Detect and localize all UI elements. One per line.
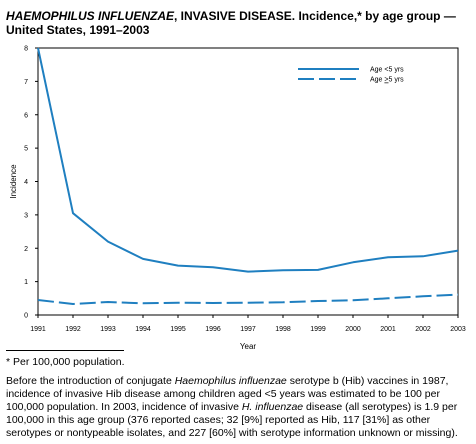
note-italic-2: H. influenzae: [241, 401, 304, 413]
x-tick-label: 2001: [380, 326, 396, 333]
x-axis-label: Year: [240, 342, 257, 351]
line-chart: 0 1 2 3 4 5 6 7 8 1991 1992 1993 1994 1995 1996 1997 199…: [9, 46, 466, 352]
series-line-2: [37, 293, 459, 305]
x-tick-label: 2000: [345, 326, 361, 333]
footnote: * Per 100,000 population.: [6, 356, 125, 368]
y-tick-label: 0: [24, 313, 28, 320]
chart-title: HAEMOPHILUS INFLUENZAE, INVASIVE DISEASE…: [6, 9, 470, 37]
y-tick-label: 4: [24, 179, 28, 186]
plot-frame: [37, 47, 459, 316]
y-tick-label: 6: [24, 112, 28, 119]
x-tick-label: 1992: [65, 326, 81, 333]
note-text-2: serotype b (Hib) vaccines in 1987, incid…: [6, 375, 449, 413]
y-tick-label: 1: [24, 279, 28, 286]
chart-title-italic: HAEMOPHILUS INFLUENZAE: [6, 9, 174, 23]
x-tick-label: 1999: [310, 326, 326, 333]
x-tick-label: 1997: [240, 326, 256, 333]
note-text-3: disease (all serotypes) is 1.9 per 100,0…: [6, 401, 458, 439]
y-tick-label: 7: [24, 79, 28, 86]
footnote-divider: [6, 350, 124, 351]
x-tick-label: 2003: [450, 326, 466, 333]
legend-label-1: Age <5 yrs: [370, 67, 404, 74]
x-tick-label: 1993: [100, 326, 116, 333]
note-text-1: Before the introduction of conjugate: [6, 375, 175, 387]
x-tick-label: 1991: [30, 326, 46, 333]
legend-label-2: Age >5 yrs: [370, 77, 404, 84]
y-axis-label: Incidence: [9, 164, 18, 199]
y-tick-label: 3: [24, 212, 28, 219]
x-tick-label: 1998: [275, 326, 291, 333]
x-tick-label: 1995: [170, 326, 186, 333]
y-tick-label: 2: [24, 246, 28, 253]
x-tick-label: 2002: [415, 326, 431, 333]
x-tick-label: 1996: [205, 326, 221, 333]
x-tick-label: 1994: [135, 326, 151, 333]
note-italic-1: Haemophilus influenzae: [174, 375, 287, 387]
chart-title-rest: , INVASIVE DISEASE. Incidence,* by age g…: [6, 9, 456, 37]
series-line-1: [37, 47, 459, 273]
y-tick-label: 8: [24, 46, 28, 53]
explanatory-note: Before the introduction of conjugate Hae…: [6, 375, 470, 440]
y-tick-label: 5: [24, 146, 28, 153]
